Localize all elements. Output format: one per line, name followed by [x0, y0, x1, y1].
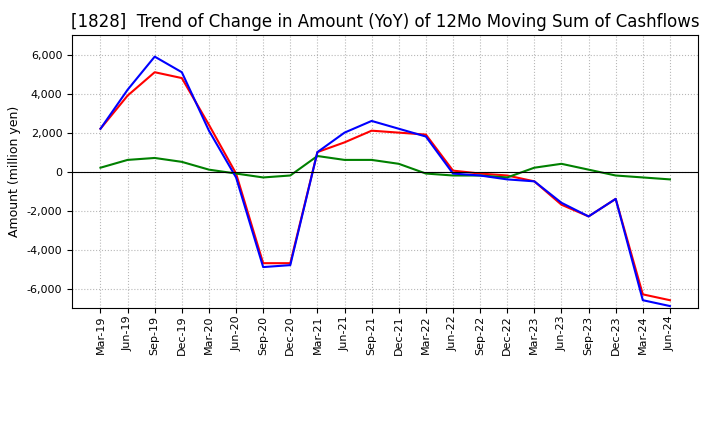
Operating Cashflow [286, 260, 294, 266]
Free Cashflow [395, 126, 403, 132]
Investing Cashflow [395, 161, 403, 166]
Investing Cashflow [611, 173, 620, 178]
Investing Cashflow [503, 175, 511, 180]
Operating Cashflow [530, 179, 539, 184]
Free Cashflow [584, 214, 593, 219]
Investing Cashflow [639, 175, 647, 180]
Operating Cashflow [584, 214, 593, 219]
Operating Cashflow [611, 196, 620, 202]
Free Cashflow [367, 118, 376, 124]
Operating Cashflow [639, 292, 647, 297]
Free Cashflow [530, 179, 539, 184]
Investing Cashflow [557, 161, 566, 166]
Operating Cashflow [313, 150, 322, 155]
Free Cashflow [123, 87, 132, 92]
Operating Cashflow [96, 126, 105, 132]
Operating Cashflow [395, 130, 403, 135]
Line: Investing Cashflow: Investing Cashflow [101, 156, 670, 180]
Investing Cashflow [341, 157, 349, 162]
Line: Free Cashflow: Free Cashflow [101, 57, 670, 306]
Free Cashflow [557, 200, 566, 205]
Free Cashflow [313, 150, 322, 155]
Line: Operating Cashflow: Operating Cashflow [101, 72, 670, 300]
Investing Cashflow [259, 175, 268, 180]
Title: [1828]  Trend of Change in Amount (YoY) of 12Mo Moving Sum of Cashflows: [1828] Trend of Change in Amount (YoY) o… [71, 13, 700, 31]
Operating Cashflow [449, 168, 457, 173]
Operating Cashflow [367, 128, 376, 133]
Operating Cashflow [232, 171, 240, 176]
Operating Cashflow [557, 202, 566, 207]
Operating Cashflow [476, 171, 485, 176]
Investing Cashflow [584, 167, 593, 172]
Free Cashflow [259, 264, 268, 270]
Investing Cashflow [665, 177, 674, 182]
Operating Cashflow [204, 122, 213, 128]
Investing Cashflow [530, 165, 539, 170]
Free Cashflow [286, 263, 294, 268]
Operating Cashflow [503, 173, 511, 178]
Free Cashflow [341, 130, 349, 135]
Free Cashflow [449, 171, 457, 176]
Operating Cashflow [665, 297, 674, 303]
Free Cashflow [178, 70, 186, 75]
Investing Cashflow [96, 165, 105, 170]
Operating Cashflow [259, 260, 268, 266]
Operating Cashflow [178, 75, 186, 81]
Investing Cashflow [286, 173, 294, 178]
Free Cashflow [503, 177, 511, 182]
Investing Cashflow [449, 173, 457, 178]
Investing Cashflow [476, 173, 485, 178]
Free Cashflow [96, 126, 105, 132]
Free Cashflow [150, 54, 159, 59]
Operating Cashflow [421, 132, 430, 137]
Investing Cashflow [313, 154, 322, 159]
Investing Cashflow [178, 159, 186, 165]
Operating Cashflow [123, 93, 132, 98]
Free Cashflow [476, 173, 485, 178]
Investing Cashflow [367, 157, 376, 162]
Y-axis label: Amount (million yen): Amount (million yen) [8, 106, 21, 237]
Investing Cashflow [123, 157, 132, 162]
Free Cashflow [204, 128, 213, 133]
Operating Cashflow [150, 70, 159, 75]
Free Cashflow [611, 196, 620, 202]
Investing Cashflow [421, 171, 430, 176]
Investing Cashflow [204, 167, 213, 172]
Free Cashflow [665, 304, 674, 309]
Free Cashflow [421, 134, 430, 139]
Free Cashflow [639, 297, 647, 303]
Operating Cashflow [341, 140, 349, 145]
Investing Cashflow [150, 155, 159, 161]
Investing Cashflow [232, 171, 240, 176]
Free Cashflow [232, 175, 240, 180]
